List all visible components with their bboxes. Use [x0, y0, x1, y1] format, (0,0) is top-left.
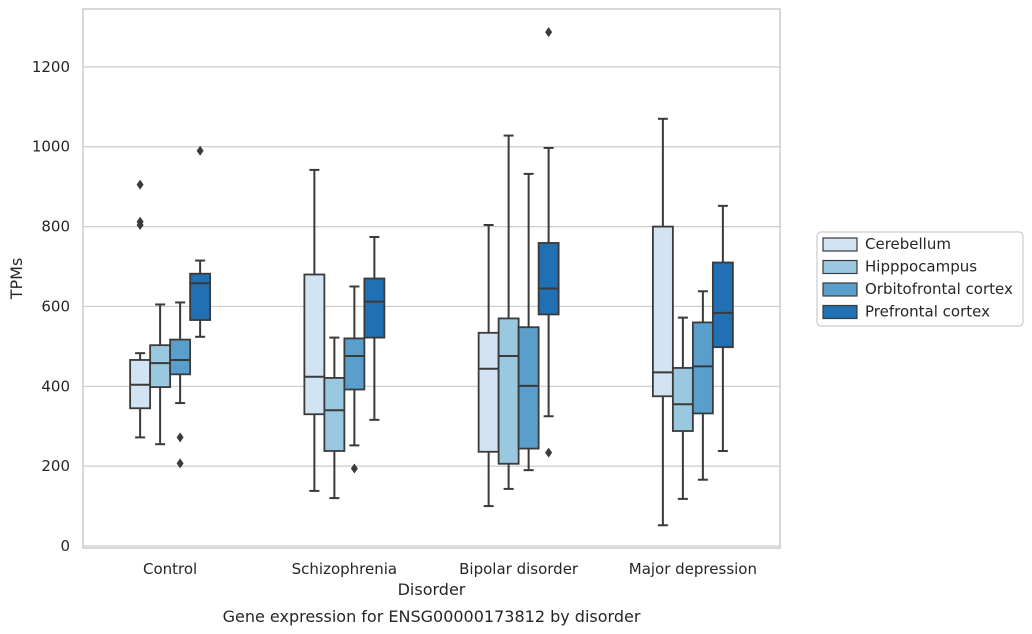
outlier-point	[196, 145, 204, 156]
box-orbitofrontal-cortex	[343, 285, 366, 474]
box-iqr	[517, 326, 540, 450]
legend-label: Orbitofrontal cortex	[865, 280, 1013, 298]
box-iqr	[651, 225, 674, 398]
legend-swatch	[822, 237, 858, 252]
outlier-point	[136, 179, 144, 190]
box-iqr	[477, 331, 500, 453]
box-iqr	[537, 242, 560, 316]
legend-label: Hipppocampus	[865, 258, 977, 276]
y-tick-label: 1000	[32, 138, 70, 156]
box-iqr	[691, 321, 714, 415]
outlier-point	[176, 458, 184, 469]
box-cerebellum	[129, 179, 152, 439]
x-tick-label: Control	[143, 560, 197, 578]
x-axis-ticks: Control Schizophrenia Bipolar disorder Majo…	[143, 560, 757, 578]
box-iqr	[149, 344, 172, 388]
y-tick-label: 0	[60, 537, 70, 555]
legend-swatch	[822, 259, 858, 275]
box-prefrontal-cortex	[189, 145, 212, 338]
outlier-point	[545, 447, 553, 458]
legend-label: Prefrontal cortex	[865, 303, 990, 321]
outlier-point	[545, 27, 553, 38]
y-tick-label: 400	[41, 377, 70, 395]
y-tick-label: 200	[41, 457, 70, 475]
legend: Cerebellum Hipppocampus Orbitofrontal cort…	[816, 231, 1024, 327]
outlier-point	[136, 219, 144, 230]
box-orbitofrontal-cortex	[691, 290, 714, 481]
y-axis-label: TPMs	[7, 258, 26, 301]
box-prefrontal-cortex	[363, 235, 386, 421]
box-cerebellum	[651, 117, 674, 527]
box-iqr	[303, 273, 326, 416]
x-tick-label: Bipolar disorder	[459, 560, 579, 578]
y-tick-label: 600	[41, 297, 70, 315]
legend-swatch	[822, 304, 858, 320]
box-plot-marks	[129, 27, 734, 527]
box-iqr	[363, 277, 386, 339]
box-prefrontal-cortex	[711, 204, 734, 452]
x-tick-label: Major depression	[629, 560, 757, 578]
box-iqr	[497, 317, 520, 465]
box-hipppocampus	[149, 303, 172, 446]
y-axis-ticks: 0 200 400 600 800 1000 1200	[32, 58, 70, 555]
legend-swatch	[822, 282, 858, 297]
box-hipppocampus	[323, 336, 346, 500]
x-tick-label: Schizophrenia	[292, 560, 397, 578]
box-iqr	[323, 377, 346, 452]
box-iqr	[671, 367, 694, 432]
plot-area-frame	[82, 8, 781, 549]
box-iqr	[169, 338, 192, 376]
box-iqr	[711, 261, 734, 349]
legend-frame	[816, 231, 1024, 327]
chart-caption: Gene expression for ENSG00000173812 by d…	[223, 607, 641, 626]
legend-label: Cerebellum	[865, 235, 951, 253]
outlier-point	[176, 432, 184, 443]
x-axis-label: Disorder	[398, 580, 466, 599]
y-tick-label: 1200	[32, 58, 70, 76]
box-orbitofrontal-cortex	[517, 172, 540, 472]
box-iqr	[189, 272, 212, 321]
outlier-point	[350, 463, 358, 474]
box-orbitofrontal-cortex	[169, 301, 192, 469]
box-prefrontal-cortex	[537, 27, 560, 458]
box-iqr	[343, 337, 366, 391]
y-tick-label: 800	[41, 218, 70, 236]
box-cerebellum	[303, 168, 326, 492]
